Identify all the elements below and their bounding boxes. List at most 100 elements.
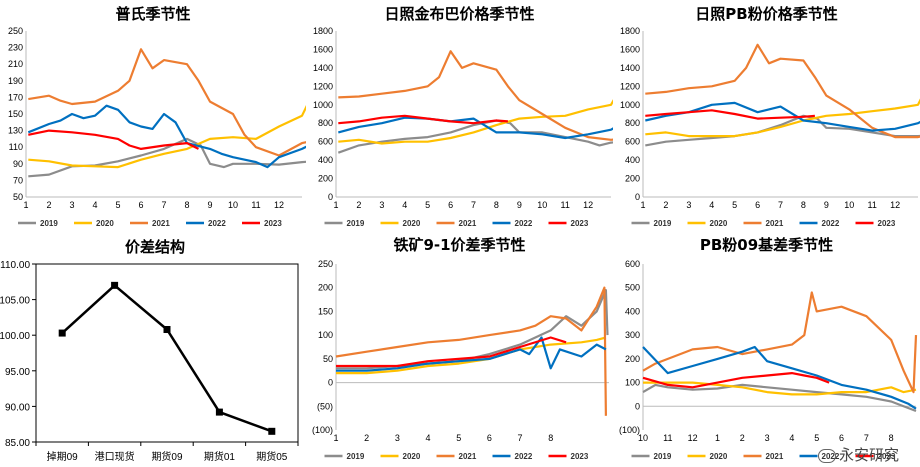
x-tick-label: 10 bbox=[537, 200, 547, 210]
y-tick-label: 110.00 bbox=[0, 260, 30, 271]
legend-label-2020: 2020 bbox=[403, 452, 421, 461]
x-tick-label: 8 bbox=[494, 200, 499, 210]
y-tick-label: 0 bbox=[635, 401, 640, 411]
y-tick-label: 1800 bbox=[313, 26, 333, 36]
x-tick-label: 12 bbox=[583, 200, 593, 210]
data-point bbox=[163, 326, 171, 334]
x-tick-label: 10 bbox=[228, 200, 238, 210]
x-tick-label: 3 bbox=[379, 200, 384, 210]
series-line-2019 bbox=[336, 288, 609, 370]
x-tick-label: 3 bbox=[686, 200, 691, 210]
series-line-2023 bbox=[338, 114, 508, 125]
watermark-text: 永安研究 bbox=[839, 446, 900, 464]
legend-label-2020: 2020 bbox=[403, 219, 421, 228]
x-tick-label: 6 bbox=[839, 433, 844, 443]
x-tick-label: 3 bbox=[765, 433, 770, 443]
series-line-2020 bbox=[643, 381, 917, 396]
x-tick-label: 掉期09 bbox=[47, 450, 79, 463]
y-tick-label: 200 bbox=[625, 174, 640, 184]
legend-label-2019: 2019 bbox=[347, 452, 365, 461]
x-tick-label: 港口现货 bbox=[95, 450, 135, 463]
chart-title: 日照金布巴价格季节性 bbox=[384, 5, 534, 23]
y-tick-label: 85.00 bbox=[5, 438, 30, 449]
x-tick-label: 4 bbox=[709, 200, 714, 210]
x-tick-label: 6 bbox=[448, 200, 453, 210]
legend-label-2021: 2021 bbox=[766, 219, 784, 228]
legend-label-2021: 2021 bbox=[766, 452, 784, 461]
pb-fines-price-panel: 日照PB粉价格季节性 0 200 400 600 800 1000 1200 1400 1600 1… bbox=[613, 0, 920, 233]
legend-label-2020: 2020 bbox=[96, 219, 114, 228]
x-tick-label: 6 bbox=[755, 200, 760, 210]
series-line-2023 bbox=[336, 336, 567, 368]
y-tick-label: 190 bbox=[8, 76, 23, 86]
spread-line bbox=[61, 283, 273, 433]
y-tick-label: 600 bbox=[625, 137, 640, 147]
series-line-2019 bbox=[642, 383, 917, 413]
legend-label-2019: 2019 bbox=[40, 219, 58, 228]
y-tick-label: 300 bbox=[625, 330, 640, 340]
chart-title: 价差结构 bbox=[125, 238, 185, 256]
y-tick-label: 1200 bbox=[620, 81, 640, 91]
y-tick-label: 500 bbox=[625, 283, 640, 293]
x-tick-label: 10 bbox=[638, 433, 648, 443]
series-line-2022 bbox=[336, 336, 607, 372]
y-tick-label: 95.00 bbox=[5, 367, 30, 378]
y-tick-label: 50 bbox=[13, 192, 23, 202]
x-tick-label: 12 bbox=[890, 200, 900, 210]
x-tick-label: 11 bbox=[560, 200, 569, 210]
y-tick-label: 800 bbox=[318, 118, 333, 128]
legend-label-2022: 2022 bbox=[208, 219, 226, 228]
x-tick-label: 期货01 bbox=[204, 450, 236, 463]
x-tick-label: 1 bbox=[333, 433, 338, 443]
legend-label-2023: 2023 bbox=[571, 219, 589, 228]
series-line-2020 bbox=[338, 99, 613, 145]
y-tick-label: 110 bbox=[9, 142, 23, 152]
x-tick-label: 2 bbox=[663, 200, 668, 210]
x-tick-label: 7 bbox=[471, 200, 476, 210]
y-tick-label: 1000 bbox=[620, 100, 640, 110]
x-tick-label: 5 bbox=[814, 433, 819, 443]
x-tick-label: 8 bbox=[548, 433, 553, 443]
x-tick-label: 11 bbox=[867, 200, 876, 210]
y-tick-label: 250 bbox=[318, 259, 333, 269]
y-tick-label: 200 bbox=[625, 354, 640, 364]
legend-label-2020: 2020 bbox=[710, 452, 728, 461]
x-tick-label: 12 bbox=[274, 200, 284, 210]
x-tick-label: 2 bbox=[356, 200, 361, 210]
y-tick-label: 1400 bbox=[620, 63, 640, 73]
series-line-2023 bbox=[28, 129, 199, 150]
jinbuba-price-panel: 日照金布巴价格季节性 0 200 400 600 800 1000 1200 1400 1600 1… bbox=[306, 0, 613, 233]
chart-title: 普氏季节性 bbox=[115, 5, 190, 23]
x-tick-label: 3 bbox=[69, 200, 74, 210]
legend-label-2019: 2019 bbox=[347, 219, 365, 228]
x-tick-label: 8 bbox=[889, 433, 894, 443]
y-tick-label: 1400 bbox=[313, 63, 333, 73]
jinbuba-price-chart: 日照金布巴价格季节性 0 200 400 600 800 1000 1200 1400 1600 1… bbox=[313, 5, 613, 228]
x-tick-label: 6 bbox=[138, 200, 143, 210]
y-tick-label: 90.00 bbox=[5, 402, 30, 413]
legend-label-2023: 2023 bbox=[264, 219, 282, 228]
y-tick-label: 400 bbox=[318, 155, 333, 165]
y-tick-label: 600 bbox=[318, 137, 333, 147]
x-tick-label: 3 bbox=[395, 433, 400, 443]
series-line-2021 bbox=[642, 291, 918, 394]
platts-seasonal-panel: 普氏季节性 50 70 90 110 130 150 170 190 210 230 250 1 2 3 4 5… bbox=[0, 0, 306, 233]
legend-label-2023: 2023 bbox=[878, 452, 896, 461]
y-tick-label: 0 bbox=[635, 192, 640, 202]
x-tick-label: 11 bbox=[251, 200, 260, 210]
wechat-icon bbox=[818, 448, 836, 463]
iron-ore-9-1-spread-chart: 铁矿9-1价差季节性 (100) (50) 0 50 100 150 200 250 1 2 3 4 5 6… bbox=[312, 236, 609, 461]
y-tick-label: 0 bbox=[328, 378, 333, 388]
series-line-2021 bbox=[28, 48, 306, 157]
series-line-2020 bbox=[28, 105, 306, 169]
y-tick-label: 200 bbox=[318, 174, 333, 184]
legend-label-2019: 2019 bbox=[654, 219, 672, 228]
legend-label-2021: 2021 bbox=[459, 219, 477, 228]
series-line-2022 bbox=[27, 104, 306, 169]
x-tick-label: 9 bbox=[824, 200, 829, 210]
chart-title: PB粉09基差季节性 bbox=[700, 236, 833, 254]
x-tick-label: 1 bbox=[333, 200, 338, 210]
legend-label-2021: 2021 bbox=[152, 219, 170, 228]
legend-label-2021: 2021 bbox=[459, 452, 477, 461]
